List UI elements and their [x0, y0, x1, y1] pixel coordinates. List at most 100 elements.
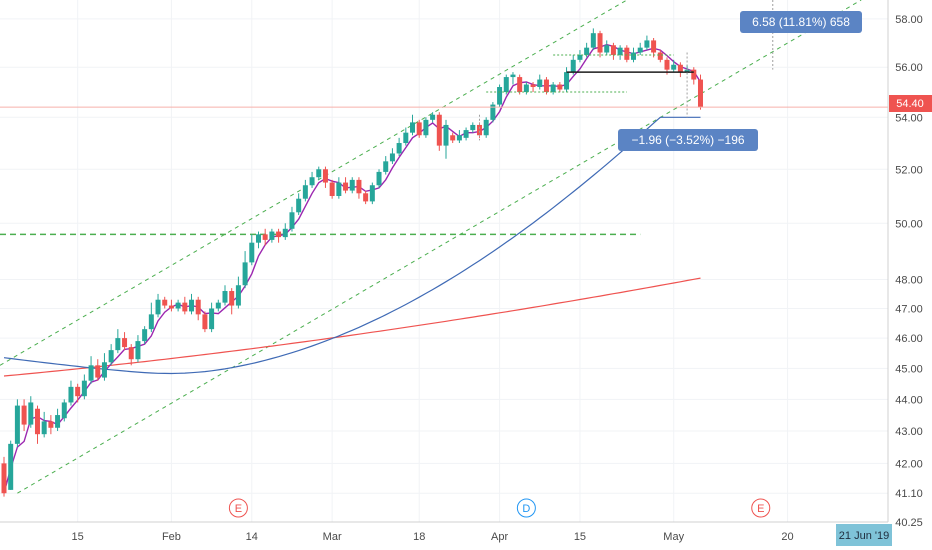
candle-body: [242, 262, 248, 286]
candle-body: [543, 79, 549, 93]
candle-body: [343, 182, 349, 191]
candle-body: [476, 124, 482, 136]
y-tick-label: 45.00: [895, 363, 923, 375]
y-tick-label: 42.00: [895, 458, 923, 470]
candle-body: [336, 182, 342, 196]
candle-body: [262, 234, 268, 240]
candle-body: [523, 84, 529, 93]
current-price-label: 54.40: [896, 98, 924, 110]
candle-body: [142, 329, 148, 342]
candle-body: [456, 135, 462, 141]
y-tick-label: 40.25: [895, 517, 923, 529]
candle-body: [463, 130, 469, 138]
candle-body: [664, 59, 670, 70]
candle-body: [671, 64, 677, 70]
date-badge-label: 21 Jun '19: [839, 530, 889, 542]
candle-body: [135, 341, 141, 360]
candle-body: [376, 171, 382, 186]
candle-body: [101, 362, 107, 378]
candle-body: [697, 79, 703, 108]
candle-body: [483, 119, 489, 136]
candle-body: [403, 132, 409, 144]
candle-body: [329, 182, 335, 196]
candle-body: [537, 79, 543, 88]
candle-body: [557, 84, 563, 90]
candle-body: [597, 33, 603, 53]
candle-body: [115, 338, 121, 351]
candle-body: [684, 69, 690, 73]
event-label: E: [235, 503, 242, 515]
candle-body: [155, 299, 161, 315]
candle-body: [389, 153, 395, 162]
candle-body: [168, 305, 174, 309]
candle-body: [95, 365, 101, 378]
candle-body: [677, 64, 683, 73]
candles: [1, 28, 703, 497]
candle-body: [322, 169, 328, 183]
measure-down-badge[interactable]: −1.96 (−3.52%) −196: [618, 129, 758, 151]
candle-body: [577, 54, 583, 60]
measure-down-text: −1.96 (−3.52%) −196: [631, 133, 744, 147]
candle-body: [249, 242, 255, 263]
moving-average-mid: [3, 116, 701, 375]
ma-long-line: [3, 277, 701, 377]
x-tick-label: 18: [413, 531, 425, 543]
candle-body: [229, 291, 235, 306]
candle-body: [691, 69, 697, 80]
candle-body: [269, 231, 275, 240]
y-tick-label: 46.00: [895, 333, 923, 345]
candle-body: [470, 124, 476, 131]
candle-body: [631, 52, 637, 60]
event-label: D: [522, 503, 530, 515]
event-label: E: [757, 503, 764, 515]
candle-body: [122, 338, 128, 348]
candle-body: [617, 47, 623, 55]
candle-body: [396, 143, 402, 154]
candle-body: [349, 179, 355, 191]
y-tick-label: 44.00: [895, 394, 923, 406]
candle-body: [108, 350, 114, 363]
candle-body: [644, 40, 650, 48]
y-tick-label: 50.00: [895, 218, 923, 230]
candle-body: [175, 302, 181, 309]
candle-body: [41, 421, 47, 435]
price-axis-bg: [888, 0, 932, 550]
grid: [0, 0, 888, 523]
candle-body: [61, 402, 67, 419]
candle-body: [75, 386, 81, 397]
candle-body: [450, 135, 456, 141]
candle-body: [162, 299, 168, 306]
candle-body: [14, 405, 20, 444]
candle-body: [369, 185, 375, 202]
event-marker: [228, 498, 248, 518]
candle-body: [128, 347, 134, 360]
candle-body: [21, 405, 27, 425]
candle-body: [1, 463, 7, 494]
candle-body: [550, 84, 556, 93]
ma-mid-line: [3, 116, 701, 375]
candle-body: [309, 177, 315, 186]
y-tick-label: 43.00: [895, 426, 923, 438]
measure-up-badge[interactable]: 6.58 (11.81%) 658: [740, 11, 862, 33]
candle-body: [8, 443, 14, 490]
x-tick-label: 14: [246, 531, 258, 543]
y-tick-label: 52.00: [895, 164, 923, 176]
candle-body: [430, 114, 436, 120]
candle-body: [215, 302, 221, 309]
x-tick-label: 20: [781, 531, 793, 543]
x-tick-label: May: [663, 531, 684, 543]
candle-body: [34, 408, 40, 435]
candle-body: [255, 234, 261, 243]
candle-body: [530, 84, 536, 88]
candle-body: [436, 114, 442, 146]
candle-body: [88, 365, 94, 381]
candle-body: [302, 185, 308, 199]
ma-short-line: [3, 43, 702, 494]
candle-body: [276, 231, 282, 238]
candle-body: [503, 77, 509, 93]
trend-channel: [0, 0, 862, 494]
candle-body: [510, 74, 516, 78]
candle-body: [570, 59, 576, 73]
candle-body: [195, 299, 201, 315]
